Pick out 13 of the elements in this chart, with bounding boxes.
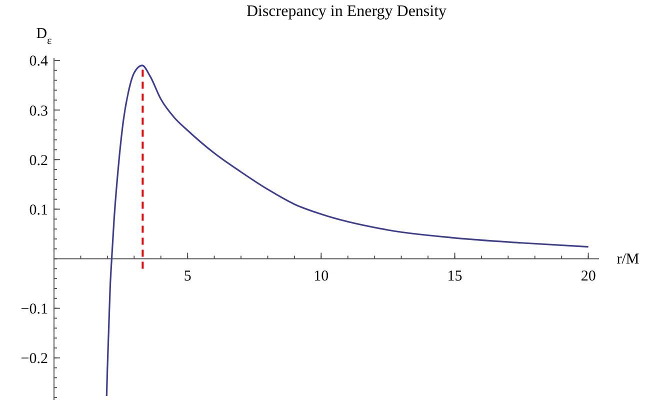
y-tick-label: 0.1 — [29, 202, 48, 218]
y-tick-label: 0.2 — [29, 152, 48, 169]
y-tick-label: −0.2 — [20, 351, 48, 368]
x-tick-label: 10 — [314, 268, 329, 285]
y-tick-label: 0.4 — [29, 54, 48, 70]
x-tick-label: 5 — [184, 268, 192, 285]
y-tick-label: −0.1 — [20, 302, 48, 318]
y-axis-title: D$_{ε}$ — [36, 26, 52, 47]
y-tick-label: 0.3 — [29, 103, 48, 120]
chart-title: Discrepancy in Energy Density — [246, 3, 447, 20]
x-tick-label: 20 — [580, 268, 596, 285]
x-axis-title: r/M — [616, 252, 640, 268]
x-tick-label: 15 — [447, 268, 462, 285]
